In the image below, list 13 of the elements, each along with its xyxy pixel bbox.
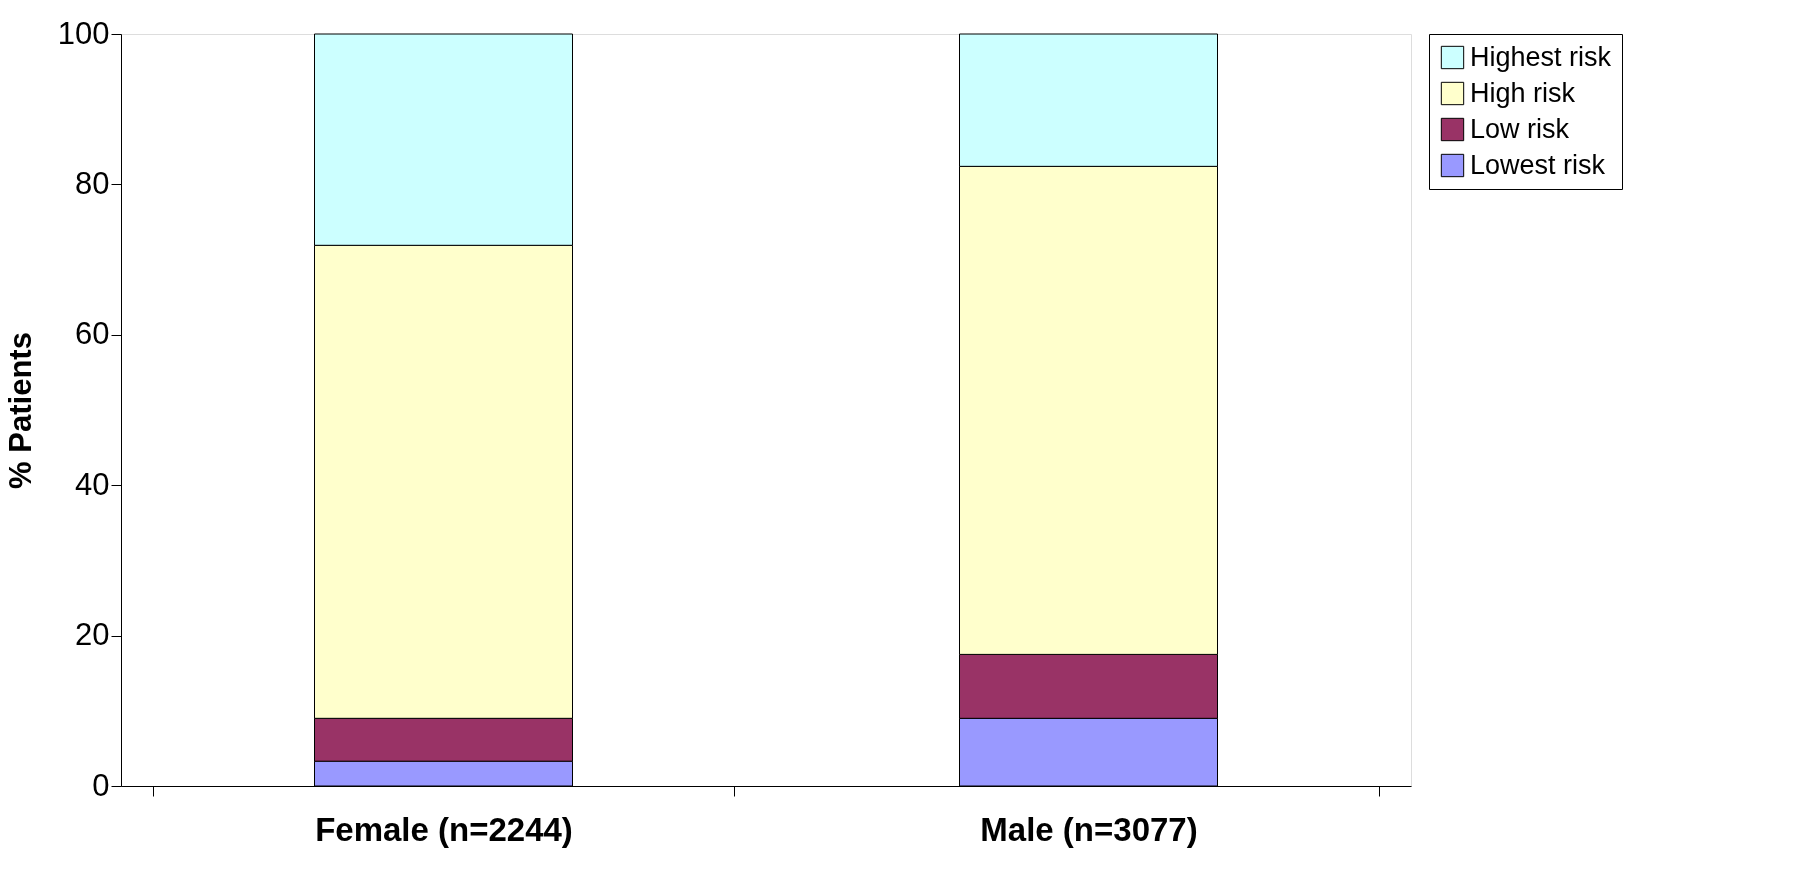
x-tick-label: Male (n=3077) xyxy=(980,810,1198,848)
y-tick-label: 40 xyxy=(75,466,110,502)
x-tick-label: Female (n=2244) xyxy=(315,810,573,848)
y-tick-label: 0 xyxy=(92,767,110,803)
legend-label: Highest risk xyxy=(1470,41,1612,72)
legend-label: Low risk xyxy=(1470,113,1570,144)
y-tick-label: 20 xyxy=(75,617,110,653)
y-axis-title: % Patients xyxy=(2,332,38,489)
y-tick-label: 60 xyxy=(75,316,110,352)
legend-label: Lowest risk xyxy=(1470,149,1606,180)
y-tick-label: 100 xyxy=(57,15,110,51)
y-tick-label: 80 xyxy=(75,165,110,201)
legend-label: High risk xyxy=(1470,77,1576,108)
